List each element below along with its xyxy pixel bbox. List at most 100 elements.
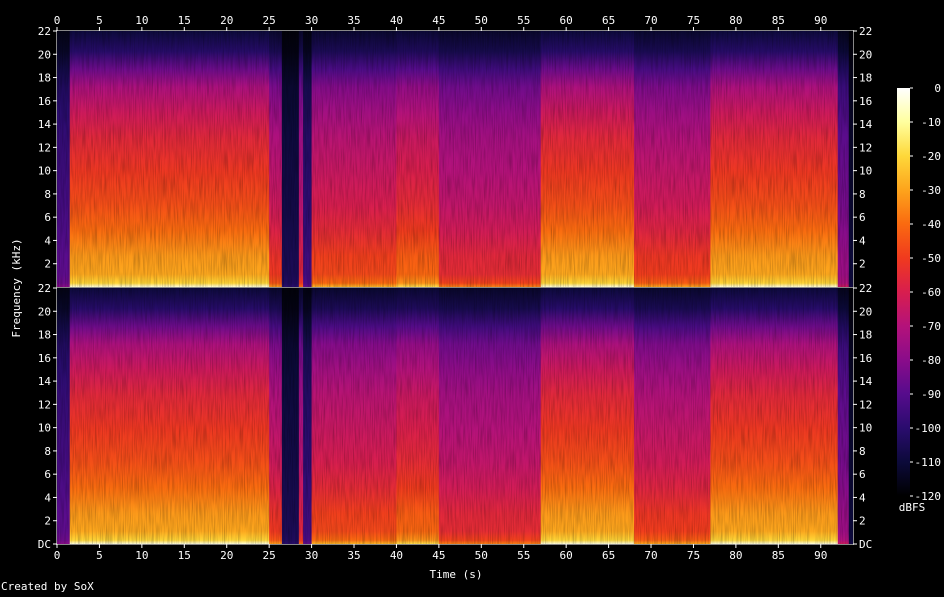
x-tick-label-bottom: 5	[96, 549, 103, 562]
y-tick-label-left: 16	[38, 352, 51, 365]
x-tick-label-top: 30	[305, 14, 318, 27]
x-tick-label-top: 75	[687, 14, 700, 27]
y-tick-label-right: 14	[859, 118, 873, 131]
y-tick-label-right: DC	[859, 538, 872, 551]
x-tick-label-bottom: 20	[220, 549, 233, 562]
x-tick-label-top: 20	[220, 14, 233, 27]
y-tick-label-right: 22	[859, 25, 872, 38]
y-tick-label-right: 10	[859, 165, 872, 178]
x-tick-label-top: 5	[96, 14, 103, 27]
x-tick-label-top: 45	[432, 14, 445, 27]
y-axis-label: Frequency (kHz)	[10, 238, 23, 337]
y-tick-label-left: 18	[38, 72, 51, 85]
y-tick-label-right: 20	[859, 48, 872, 61]
y-tick-label-right: 14	[859, 375, 873, 388]
x-tick-label-top: 90	[814, 14, 827, 27]
y-tick-label-right: 12	[859, 141, 872, 154]
y-tick-label-right: 8	[859, 188, 866, 201]
y-tick-label-left: 4	[44, 491, 51, 504]
channel-1-plot	[57, 31, 854, 287]
x-tick-label-bottom: 35	[347, 549, 360, 562]
y-tick-label-right: 4	[859, 491, 866, 504]
y-tick-label-left: 12	[38, 141, 51, 154]
y-tick-label-left: 20	[38, 305, 51, 318]
y-tick-label-left: 6	[44, 211, 51, 224]
y-tick-label-left: 6	[44, 468, 51, 481]
x-tick-label-bottom: 45	[432, 549, 445, 562]
y-tick-label-right: 8	[859, 445, 866, 458]
y-tick-label-right: 4	[859, 234, 866, 247]
x-tick-label-top: 55	[517, 14, 530, 27]
x-tick-label-top: 65	[602, 14, 615, 27]
colorbar-tick-label: -30	[921, 184, 941, 197]
y-tick-label-right: 2	[859, 515, 866, 528]
y-tick-label-right: 20	[859, 305, 872, 318]
y-tick-label-right: 18	[859, 72, 872, 85]
colorbar-gradient	[897, 88, 910, 496]
colorbar-tick-label: 0	[934, 82, 941, 95]
y-tick-label-left: 22	[38, 25, 51, 38]
x-tick-label-bottom: 50	[475, 549, 488, 562]
y-tick-label-left: 16	[38, 95, 51, 108]
y-tick-label-left: 8	[44, 188, 51, 201]
x-tick-label-bottom: 70	[644, 549, 657, 562]
y-tick-label-left: 18	[38, 329, 51, 342]
x-tick-label-bottom: 15	[178, 549, 191, 562]
x-tick-label-bottom: 10	[135, 549, 148, 562]
y-tick-label-left: 12	[38, 398, 51, 411]
x-tick-label-bottom: 75	[687, 549, 700, 562]
y-tick-label-left: 14	[38, 375, 52, 388]
x-tick-label-top: 70	[644, 14, 657, 27]
colorbar-tick-label: -40	[921, 218, 941, 231]
x-tick-label-top: 10	[135, 14, 148, 27]
y-tick-label-left: 22	[38, 282, 51, 295]
y-tick-label-right: 18	[859, 329, 872, 342]
y-tick-label-left: 4	[44, 234, 51, 247]
y-tick-label-right: 2	[859, 258, 866, 271]
y-tick-label-left: 2	[44, 515, 51, 528]
y-tick-label-left: 8	[44, 445, 51, 458]
x-tick-label-bottom: 90	[814, 549, 827, 562]
x-tick-label-top: 80	[729, 14, 742, 27]
x-tick-label-top: 50	[475, 14, 488, 27]
colorbar-tick-label: -70	[921, 320, 941, 333]
y-tick-label-right: 6	[859, 468, 866, 481]
x-tick-label-top: 0	[54, 14, 61, 27]
x-tick-label-bottom: 85	[772, 549, 785, 562]
y-tick-label-right: 16	[859, 352, 872, 365]
y-tick-label-right: 16	[859, 95, 872, 108]
x-tick-label-bottom: 25	[263, 549, 276, 562]
x-tick-label-bottom: 55	[517, 549, 530, 562]
y-tick-label-right: 12	[859, 398, 872, 411]
x-tick-label-top: 35	[347, 14, 360, 27]
x-tick-label-bottom: 40	[390, 549, 403, 562]
credit-text: Created by SoX	[1, 580, 94, 593]
y-tick-label-left: 20	[38, 48, 51, 61]
x-axis-label: Time (s)	[430, 568, 483, 581]
colorbar-tick-label: -80	[921, 354, 941, 367]
y-tick-label-left: 10	[38, 165, 51, 178]
colorbar-tick-label: -120	[915, 490, 942, 503]
y-tick-label-right: 22	[859, 282, 872, 295]
colorbar-label: dBFS	[899, 501, 926, 514]
y-tick-label-right: 6	[859, 211, 866, 224]
colorbar-tick-label: -20	[921, 150, 941, 163]
x-tick-label-bottom: 80	[729, 549, 742, 562]
x-tick-label-top: 40	[390, 14, 403, 27]
colorbar-tick-label: -60	[921, 286, 941, 299]
channel-1-texture	[57, 31, 853, 287]
x-tick-label-bottom: 65	[602, 549, 615, 562]
y-tick-label-right: 10	[859, 422, 872, 435]
x-tick-label-bottom: 60	[560, 549, 573, 562]
channel-2-texture	[57, 288, 853, 544]
x-tick-label-bottom: 0	[54, 549, 61, 562]
y-tick-label-left: DC	[38, 538, 51, 551]
colorbar-tick-label: -100	[915, 422, 942, 435]
y-tick-label-left: 2	[44, 258, 51, 271]
colorbar: 0 -10 -20 -30 -40 -50 -60 -70 -80 -90 -100 -110 -120	[897, 82, 941, 503]
colorbar-tick-label: -110	[915, 456, 942, 469]
colorbar-tick-label: -90	[921, 388, 941, 401]
